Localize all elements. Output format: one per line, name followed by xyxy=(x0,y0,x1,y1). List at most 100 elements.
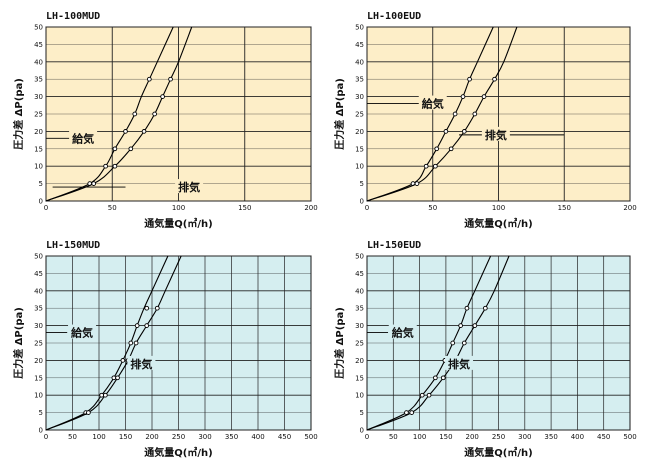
x-tick-label: 150 xyxy=(119,433,132,441)
y-tick-label: 35 xyxy=(355,305,364,313)
x-tick-label: 0 xyxy=(365,433,369,441)
data-point xyxy=(134,323,140,328)
x-tick-label: 50 xyxy=(428,204,437,212)
x-tick-label: 100 xyxy=(492,204,505,212)
series-label-bg xyxy=(127,355,156,370)
y-tick-label: 25 xyxy=(355,111,364,119)
data-point xyxy=(168,76,173,82)
data-point xyxy=(433,163,438,169)
chart-panel: LH-150MUD 0 50 100 150 200 250 300 350 400 450 500 0… xyxy=(12,240,318,459)
y-tick-label: 20 xyxy=(355,357,364,365)
x-tick-label: 350 xyxy=(225,433,238,441)
y-tick-label: 20 xyxy=(34,357,43,365)
series-label-bg xyxy=(388,324,417,339)
x-tick-label: 350 xyxy=(544,433,557,441)
y-tick-label: 45 xyxy=(34,270,43,278)
y-tick-label: 5 xyxy=(360,180,364,188)
series-label: 給気 xyxy=(392,326,414,340)
y-tick-label: 5 xyxy=(360,409,364,417)
chart-panel: LH-100MUD 0 50 100 150 200 0 5 10 15 20 25 30 35 40 45 5… xyxy=(12,11,318,230)
x-tick-label: 200 xyxy=(623,204,636,212)
data-point xyxy=(128,146,134,152)
series-label: 給気 xyxy=(71,326,93,340)
data-point xyxy=(120,358,126,363)
y-axis-label: 圧力差 ΔP(pa) xyxy=(333,78,346,150)
series-label: 排気 xyxy=(130,357,152,371)
y-tick-label: 10 xyxy=(355,163,364,171)
y-tick-label: 50 xyxy=(34,253,43,261)
y-tick-label: 5 xyxy=(39,409,43,417)
data-point xyxy=(448,146,454,152)
x-tick-label: 450 xyxy=(597,433,610,441)
data-point xyxy=(123,129,128,134)
series-line xyxy=(45,26,174,202)
series-line xyxy=(45,255,169,431)
data-point xyxy=(414,181,420,186)
data-point xyxy=(423,163,429,169)
series-label: 給気 xyxy=(72,131,94,145)
data-point xyxy=(152,111,157,117)
y-tick-label: 40 xyxy=(34,58,43,66)
y-tick-label: 30 xyxy=(355,322,364,330)
data-point xyxy=(91,181,97,186)
x-axis-label: 通気量Q(㎥/h) xyxy=(144,217,212,230)
x-tick-label: 300 xyxy=(198,433,211,441)
data-point xyxy=(128,340,134,346)
y-tick-label: 45 xyxy=(355,41,364,49)
data-point xyxy=(115,375,120,381)
series-label: 給気 xyxy=(422,97,444,111)
y-tick-label: 15 xyxy=(355,374,364,382)
y-tick-label: 0 xyxy=(39,427,43,435)
y-tick-label: 40 xyxy=(355,58,364,66)
y-tick-label: 25 xyxy=(34,111,43,119)
data-point xyxy=(461,129,467,134)
data-point xyxy=(147,76,152,82)
y-tick-label: 20 xyxy=(34,128,43,136)
y-tick-label: 5 xyxy=(39,180,43,188)
data-point xyxy=(112,146,118,152)
data-point xyxy=(154,305,160,311)
data-point xyxy=(103,392,108,398)
series-line xyxy=(366,26,494,202)
x-tick-label: 100 xyxy=(172,204,185,212)
y-tick-label: 0 xyxy=(360,427,364,435)
x-tick-label: 100 xyxy=(92,433,105,441)
y-tick-label: 30 xyxy=(355,93,364,101)
y-tick-label: 50 xyxy=(34,24,43,32)
data-point xyxy=(433,375,438,381)
data-point xyxy=(419,392,425,398)
x-tick-label: 150 xyxy=(238,204,251,212)
chart-panel: LH-150EUD 0 50 100 150 200 250 300 350 400 450 500 0… xyxy=(333,240,637,459)
series-line xyxy=(366,26,518,202)
x-tick-label: 400 xyxy=(251,433,264,441)
x-tick-label: 300 xyxy=(518,433,531,441)
x-tick-label: 0 xyxy=(44,433,48,441)
y-axis-label: 圧力差 ΔP(pa) xyxy=(12,78,25,150)
x-tick-label: 200 xyxy=(145,433,158,441)
chart-title: LH-150EUD xyxy=(367,240,421,251)
data-point xyxy=(160,94,165,99)
y-tick-label: 15 xyxy=(34,145,43,153)
series-label: 排気 xyxy=(485,128,507,142)
y-tick-label: 25 xyxy=(355,340,364,348)
y-tick-label: 35 xyxy=(355,76,364,84)
y-axis-label: 圧力差 ΔP(pa) xyxy=(333,307,346,379)
x-axis-label: 通気量Q(㎥/h) xyxy=(144,446,212,459)
series-label-bg xyxy=(69,130,98,145)
series-label-bg xyxy=(68,324,97,339)
y-tick-label: 35 xyxy=(34,76,43,84)
x-tick-label: 50 xyxy=(389,433,398,441)
data-point xyxy=(434,146,440,152)
series-label: 排気 xyxy=(448,357,470,371)
data-point xyxy=(443,129,449,134)
series-label: 排気 xyxy=(178,180,200,194)
data-point xyxy=(426,392,432,398)
series-label-bg xyxy=(418,95,447,110)
series-line xyxy=(45,255,182,431)
x-tick-label: 100 xyxy=(413,433,426,441)
y-tick-label: 15 xyxy=(34,374,43,382)
chart-title: LH-100EUD xyxy=(367,11,421,22)
data-point xyxy=(492,76,497,82)
data-point xyxy=(440,375,446,381)
